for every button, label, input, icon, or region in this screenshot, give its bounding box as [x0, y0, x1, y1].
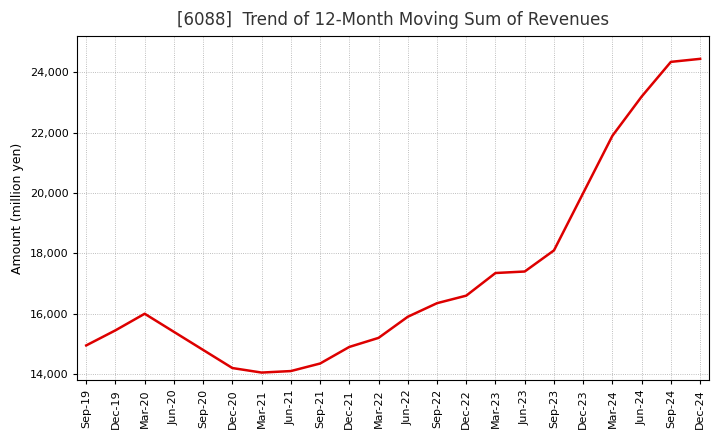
Title: [6088]  Trend of 12-Month Moving Sum of Revenues: [6088] Trend of 12-Month Moving Sum of R… — [177, 11, 609, 29]
Y-axis label: Amount (million yen): Amount (million yen) — [11, 143, 24, 274]
